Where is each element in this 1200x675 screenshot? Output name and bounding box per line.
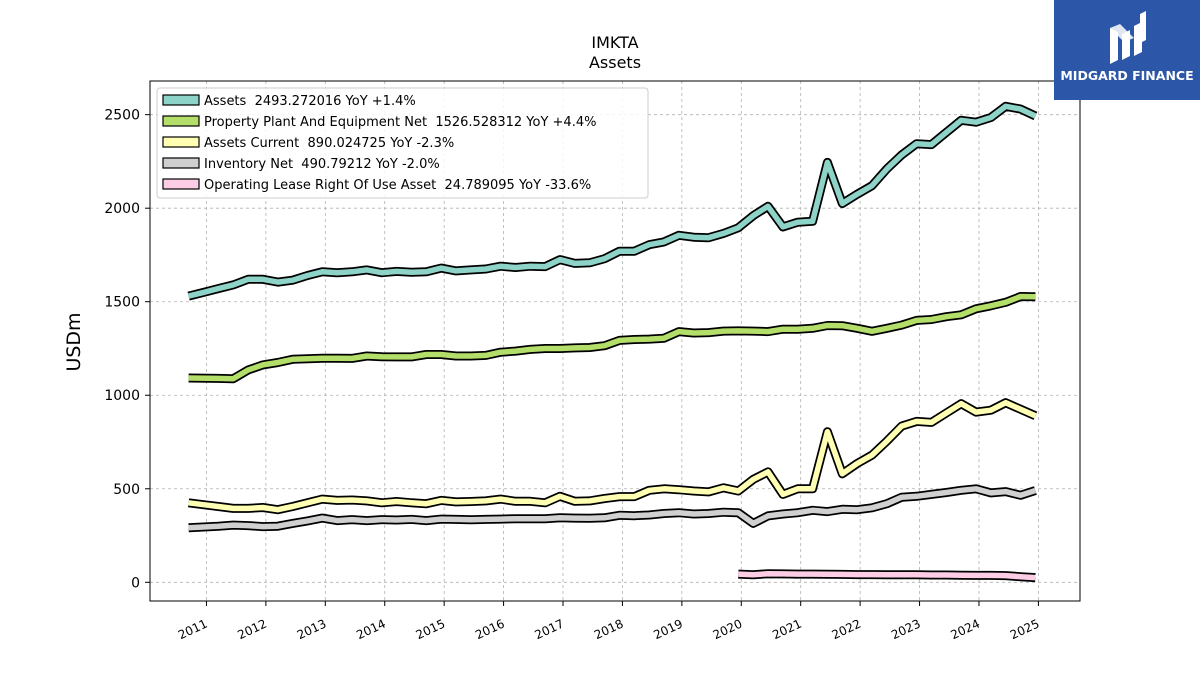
legend-box <box>156 87 649 199</box>
legend-swatch <box>162 136 200 148</box>
x-tick-label: 2018 <box>592 617 626 643</box>
y-tick-label: 1000 <box>104 388 140 404</box>
series-operating-lease-right-of-use-asset <box>738 569 1036 583</box>
chart-subtitle: Assets <box>589 53 641 72</box>
x-tick-label: 2013 <box>295 617 329 643</box>
x-tick-label: 2024 <box>948 617 982 643</box>
x-tick-label: 2016 <box>473 617 507 643</box>
brand-logo: MIDGARD FINANCE <box>1054 0 1200 100</box>
series-line <box>188 399 1037 513</box>
legend-swatch <box>162 94 200 106</box>
legend-swatch <box>162 178 200 190</box>
x-tick-label: 2022 <box>830 617 864 643</box>
series-assets-current <box>188 398 1038 515</box>
series-line <box>188 486 1037 531</box>
series-property-plant-and-equipment-net <box>188 292 1036 384</box>
series-inventory-net <box>188 484 1037 533</box>
x-axis: 2011 2012 2013 2014 2015 2016 2017 2018 2019 2020… <box>176 601 1042 642</box>
x-tick-label: 2015 <box>414 617 448 643</box>
series-line-outline <box>188 292 1036 384</box>
legend-entry: Property Plant And Equipment Net 1526.52… <box>204 115 596 130</box>
x-tick-label: 2019 <box>651 617 685 643</box>
y-tick-label: 1500 <box>104 295 140 311</box>
legend-entry: Assets Current 890.024725 YoY -2.3% <box>204 136 454 151</box>
y-axis-label: USDm <box>63 312 85 371</box>
y-tick-label: 0 <box>131 575 140 591</box>
x-tick-label: 2023 <box>889 617 923 643</box>
legend: Assets 2493.272016 YoY +1.4% Property Pla… <box>156 87 649 199</box>
series-line <box>188 293 1036 382</box>
series-line <box>738 570 1036 581</box>
x-tick-label: 2014 <box>354 617 388 643</box>
x-tick-label: 2020 <box>711 617 745 643</box>
chart-title: IMKTA <box>591 33 638 52</box>
x-tick-label: 2012 <box>235 617 269 643</box>
x-tick-label: 2017 <box>533 617 567 643</box>
series-layer <box>187 101 1038 583</box>
y-tick-label: 2500 <box>104 108 140 124</box>
series-line <box>187 103 1037 299</box>
series-assets <box>187 101 1038 301</box>
y-axis: 0 500 1000 1500 2000 2500 <box>104 108 150 591</box>
legend-swatch <box>162 115 200 127</box>
y-tick-label: 2000 <box>104 201 140 217</box>
brand-name: MIDGARD FINANCE <box>1060 68 1194 83</box>
plot-frame <box>149 80 1081 602</box>
x-tick-label: 2025 <box>1008 617 1042 643</box>
legend-entry: Assets 2493.272016 YoY +1.4% <box>204 94 416 109</box>
legend-entry: Operating Lease Right Of Use Asset 24.78… <box>204 178 591 193</box>
legend-swatch <box>162 157 200 169</box>
midgard-logo-icon <box>1110 11 1146 64</box>
legend-entry: Inventory Net 490.79212 YoY -2.0% <box>204 157 440 172</box>
y-tick-label: 500 <box>113 482 140 498</box>
x-tick-label: 2021 <box>770 617 804 643</box>
x-tick-label: 2011 <box>176 617 210 643</box>
